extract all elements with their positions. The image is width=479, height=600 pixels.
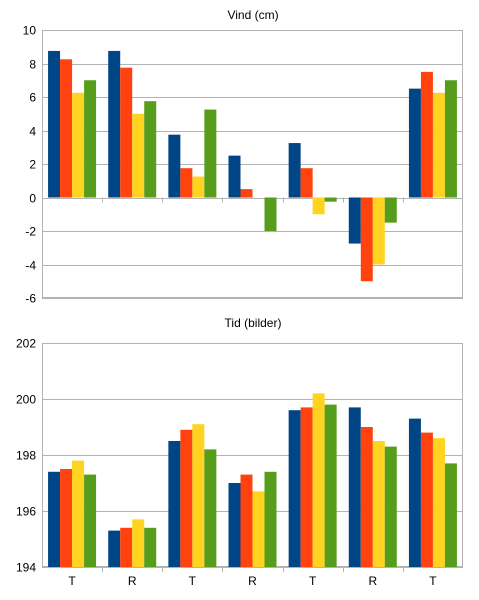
y-tick-label: 10 [23,24,37,38]
bar [60,59,73,198]
bar [240,474,253,567]
x-tick-label: T [68,574,76,588]
bar [348,197,361,244]
y-tick-label: -4 [25,259,36,273]
bar [420,71,433,198]
bar [264,471,277,567]
bar [228,483,241,567]
y-tick-label: 2 [29,158,36,172]
bar [180,429,193,567]
y-tick-label: 202 [16,337,36,351]
bar [120,67,133,198]
bar [72,92,85,198]
bar [312,197,325,215]
y-tick-label: -6 [25,292,36,306]
bar [300,407,313,567]
bar [360,427,373,567]
bar [168,441,181,567]
y-tick-label: 8 [29,58,36,72]
bar [288,143,301,198]
bar [444,463,457,567]
bar [264,197,277,231]
bar [204,109,217,198]
bar [120,527,133,567]
bar [324,197,337,202]
bar [384,446,397,567]
bar [144,101,157,198]
bar [360,197,373,282]
bar [168,134,181,198]
bar [144,527,157,567]
x-tick-label: T [429,574,437,588]
x-tick-label: R [368,574,377,588]
bar [372,441,385,567]
bar [432,438,445,567]
bar [372,197,385,265]
plot-frame [42,30,463,298]
bar [204,449,217,567]
bar [84,80,97,198]
bar [84,474,97,567]
bar [108,530,121,567]
bar [408,418,421,567]
x-tick-label: T [309,574,317,588]
chart-vind: Vind (cm) -6 -4 -2 0 2 4 6 8 10 [23,8,463,306]
bar [192,176,205,198]
bar [132,519,145,567]
bar [192,424,205,567]
y-tick-label: 6 [29,91,36,105]
y-tick-label: 196 [16,505,36,519]
bar [240,189,253,198]
chart-title: Vind (cm) [227,8,278,22]
bar [444,80,457,198]
y-tick-label: 200 [16,393,36,407]
y-tick-label: 198 [16,449,36,463]
bar [432,92,445,198]
bar [72,460,85,567]
bar [228,155,241,198]
bar [324,404,337,567]
bar [312,393,325,567]
y-tick-label: 4 [29,125,36,139]
bar [300,168,313,198]
bar [60,469,73,567]
chart-tid: Tid (bilder) 194 196 198 200 202 T R T R T R T [16,316,463,588]
bar [108,50,121,198]
chart-title: Tid (bilder) [225,316,282,330]
bar [408,88,421,198]
y-tick-label: 0 [29,192,36,206]
bar [48,50,61,198]
bar [132,113,145,198]
bar [252,491,265,567]
bar [180,168,193,198]
y-tick-label: -2 [25,225,36,239]
x-tick-label: T [189,574,197,588]
x-tick-label: R [248,574,257,588]
bar [420,432,433,567]
bar [348,407,361,567]
bar [48,471,61,567]
bar [384,197,397,223]
y-tick-label: 194 [16,561,36,575]
x-tick-label: R [128,574,137,588]
bar [288,410,301,567]
